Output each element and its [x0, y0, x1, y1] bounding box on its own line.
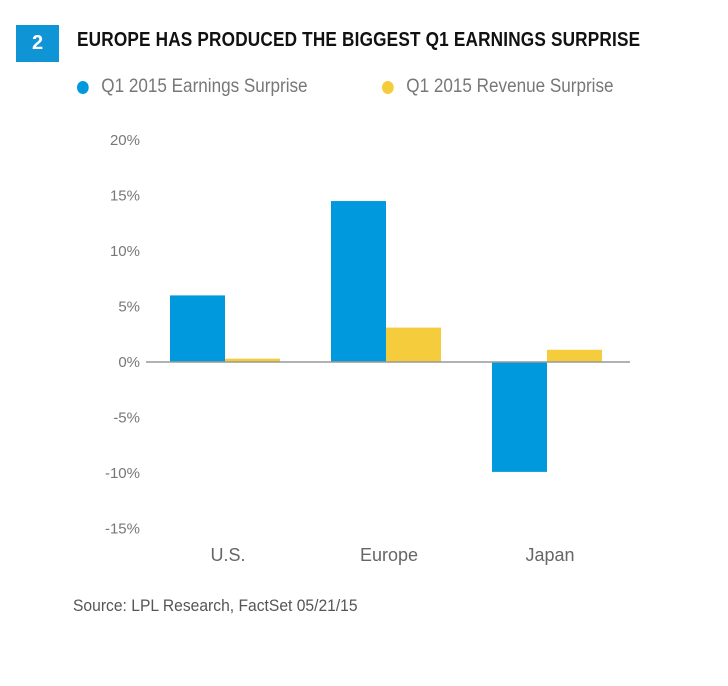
figure-number-badge: 2: [16, 25, 59, 62]
legend-swatch-revenue: [382, 80, 394, 94]
bar-earnings-us: [170, 295, 225, 362]
legend-item-revenue: Q1 2015 Revenue Surprise: [382, 76, 614, 98]
y-tick-label: -15%: [105, 521, 140, 538]
y-tick-label: -5%: [113, 410, 140, 427]
bar-revenue-us: [225, 358, 280, 362]
bar-earnings-japan: [492, 362, 547, 472]
y-tick-label: 15%: [110, 188, 140, 205]
legend-item-earnings: Q1 2015 Earnings Surprise: [77, 76, 308, 98]
y-tick-label: 0%: [118, 354, 140, 371]
y-tick-label: 5%: [118, 299, 140, 316]
y-tick-label: -10%: [105, 465, 140, 482]
bar-revenue-japan: [547, 349, 602, 362]
legend-swatch-earnings: [77, 80, 89, 94]
x-tick-label: Japan: [525, 545, 574, 565]
y-tick-label: 20%: [110, 132, 140, 149]
source-note: Source: LPL Research, FactSet 05/21/15: [73, 596, 358, 615]
legend-label-earnings: Q1 2015 Earnings Surprise: [101, 76, 308, 97]
bar-earnings-europe: [331, 201, 386, 362]
x-tick-label: U.S.: [210, 545, 245, 565]
x-tick-label: Europe: [360, 545, 418, 565]
chart-title: EUROPE HAS PRODUCED THE BIGGEST Q1 EARNI…: [77, 29, 641, 51]
legend-label-revenue: Q1 2015 Revenue Surprise: [406, 76, 614, 97]
y-tick-label: 10%: [110, 243, 140, 260]
bar-revenue-europe: [386, 327, 441, 362]
